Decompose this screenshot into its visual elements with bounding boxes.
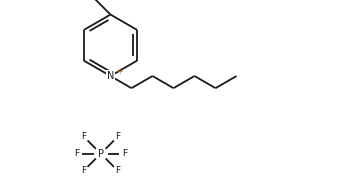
- Text: ⁻: ⁻: [106, 143, 111, 152]
- Text: P: P: [98, 149, 104, 159]
- Text: F: F: [81, 132, 86, 141]
- Text: F: F: [115, 166, 120, 175]
- Text: N: N: [107, 71, 114, 81]
- Text: F: F: [81, 166, 86, 175]
- Text: F: F: [74, 149, 79, 158]
- Text: F: F: [115, 132, 120, 141]
- Text: +: +: [116, 67, 122, 76]
- Text: F: F: [122, 149, 127, 158]
